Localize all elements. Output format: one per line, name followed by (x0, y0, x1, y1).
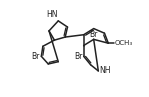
Text: Br: Br (90, 30, 98, 39)
Text: NH: NH (99, 66, 111, 75)
Text: Br: Br (31, 52, 40, 61)
Text: HN: HN (46, 10, 58, 19)
Text: Br: Br (74, 52, 82, 61)
Text: OCH₃: OCH₃ (114, 40, 133, 46)
